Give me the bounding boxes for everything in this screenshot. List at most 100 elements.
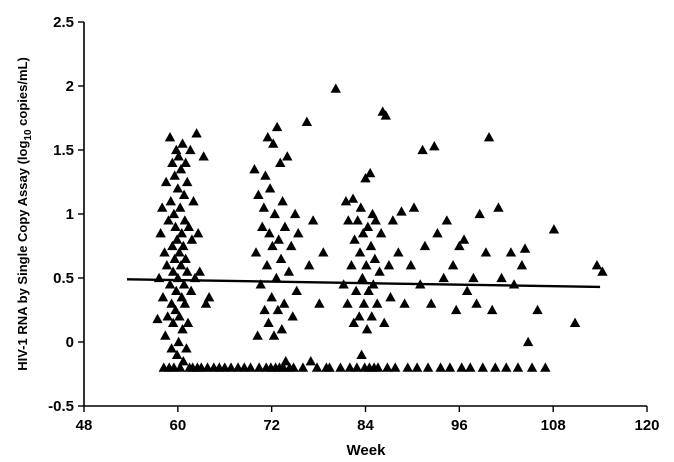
data-point [468, 272, 479, 283]
data-point [268, 330, 280, 340]
data-point [259, 304, 270, 315]
data-point [287, 311, 298, 321]
data-point [432, 228, 443, 238]
data-point [166, 298, 177, 308]
data-point [496, 272, 507, 283]
data-point [526, 362, 538, 372]
data-point [357, 272, 368, 283]
data-point [161, 260, 173, 270]
data-point [165, 196, 176, 206]
data-point [169, 253, 180, 263]
data-point [249, 164, 260, 174]
data-point [263, 317, 274, 327]
data-point [170, 221, 181, 231]
data-point [173, 151, 184, 161]
data-point [532, 304, 543, 315]
data-point [480, 247, 492, 257]
data-point [156, 202, 168, 212]
data-point [167, 317, 179, 327]
data-point [177, 324, 188, 334]
data-point [179, 215, 191, 225]
data-point [169, 170, 180, 180]
data-point [305, 356, 316, 366]
data-point [372, 298, 383, 308]
data-point [253, 362, 265, 372]
data-point [311, 362, 323, 372]
data-point [279, 221, 291, 231]
data-point [157, 292, 169, 302]
data-point [447, 260, 459, 270]
data-point [390, 362, 401, 372]
data-point [519, 243, 531, 253]
y-tick-label: 1.5 [53, 142, 74, 159]
data-point [280, 356, 291, 366]
data-point [335, 362, 346, 372]
data-point [163, 215, 174, 225]
data-point [276, 324, 288, 334]
data-point [186, 234, 198, 244]
data-point [522, 336, 534, 347]
data-point [178, 189, 190, 199]
y-axis-title-suffix: copies/mL) [15, 57, 30, 129]
data-point [597, 266, 608, 276]
data-point [159, 247, 170, 257]
x-tick-label: 96 [451, 417, 468, 434]
data-point [203, 292, 215, 302]
data-point [399, 298, 410, 308]
x-axis-title: Week [347, 442, 387, 459]
data-point [358, 298, 370, 308]
y-tick-label: 1 [66, 206, 74, 223]
data-point [361, 260, 372, 270]
data-points [152, 83, 608, 372]
data-point [185, 144, 196, 155]
data-point [402, 362, 413, 372]
data-point [225, 362, 237, 372]
data-point [307, 215, 319, 225]
data-point [174, 311, 185, 321]
data-point [471, 298, 482, 308]
data-point [289, 208, 301, 219]
y-tick-label: 2.5 [53, 14, 74, 31]
data-point [548, 224, 560, 234]
data-point [288, 362, 299, 372]
data-point [330, 83, 341, 93]
tick-labels: -0.5 0 0.5 1 1.5 2 2.5 48 60 72 84 96 108 120 [48, 14, 659, 434]
data-point [411, 362, 423, 372]
data-point [591, 260, 603, 270]
data-point [569, 317, 581, 327]
data-point [387, 215, 399, 225]
data-point [178, 240, 189, 251]
y-tick-label: 0.5 [53, 270, 74, 287]
data-point [540, 362, 551, 372]
data-point [454, 240, 465, 251]
y-axis-title: HIV-1 RNA by Single Copy Assay (log10 co… [15, 57, 34, 371]
data-point [273, 234, 284, 244]
data-point [173, 336, 184, 347]
data-point [340, 196, 352, 206]
data-point [367, 208, 378, 219]
data-point [198, 151, 209, 161]
data-point [379, 317, 390, 327]
data-point [171, 349, 183, 359]
data-point [160, 330, 171, 340]
data-point [372, 362, 384, 372]
data-point [352, 215, 363, 225]
ticks [78, 21, 648, 412]
data-point [362, 221, 374, 231]
data-point [181, 343, 192, 353]
y-tick-label: 0 [66, 334, 74, 351]
data-point [278, 298, 290, 308]
data-point [253, 189, 264, 199]
data-point [182, 266, 193, 276]
data-point [354, 311, 365, 321]
data-point [152, 313, 163, 324]
data-point [272, 304, 284, 315]
data-point [174, 202, 186, 212]
data-point [168, 208, 180, 219]
data-point [177, 138, 188, 148]
data-point [370, 215, 381, 225]
data-point [301, 116, 313, 126]
data-point [366, 311, 377, 321]
data-point [167, 240, 178, 251]
data-point [275, 253, 287, 263]
